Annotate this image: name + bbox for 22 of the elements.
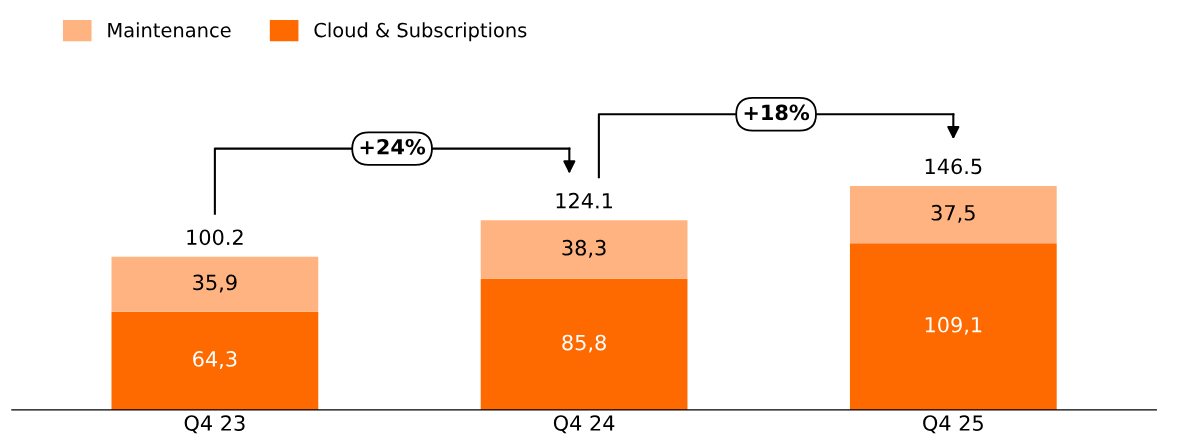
text: +18% [744,104,810,121]
bar [849,243,1057,410]
total-label: 146.5 [925,158,982,175]
bar [111,256,319,312]
bar [480,278,688,410]
x-tick-label: Q4 25 [923,415,983,434]
bar [849,185,1057,244]
text: +24% [360,138,426,155]
x-tick-label: Q4 23 [184,415,245,434]
data-label: 37,5 [931,204,975,223]
data-label: 85,8 [562,334,606,353]
x-tick-label: Q4 24 [553,415,615,434]
legend-label: Cloud & Subscriptions [314,22,527,42]
data-label: 109,1 [925,316,982,335]
total-label: 124.1 [556,192,612,209]
bar [111,311,319,410]
data-label: 35,9 [193,274,237,293]
legend-label: Maintenance [108,22,231,38]
data-label: 38,3 [562,239,606,258]
data-label: 64,3 [193,351,237,369]
bar [480,220,688,279]
total-label: 100.2 [187,229,243,246]
